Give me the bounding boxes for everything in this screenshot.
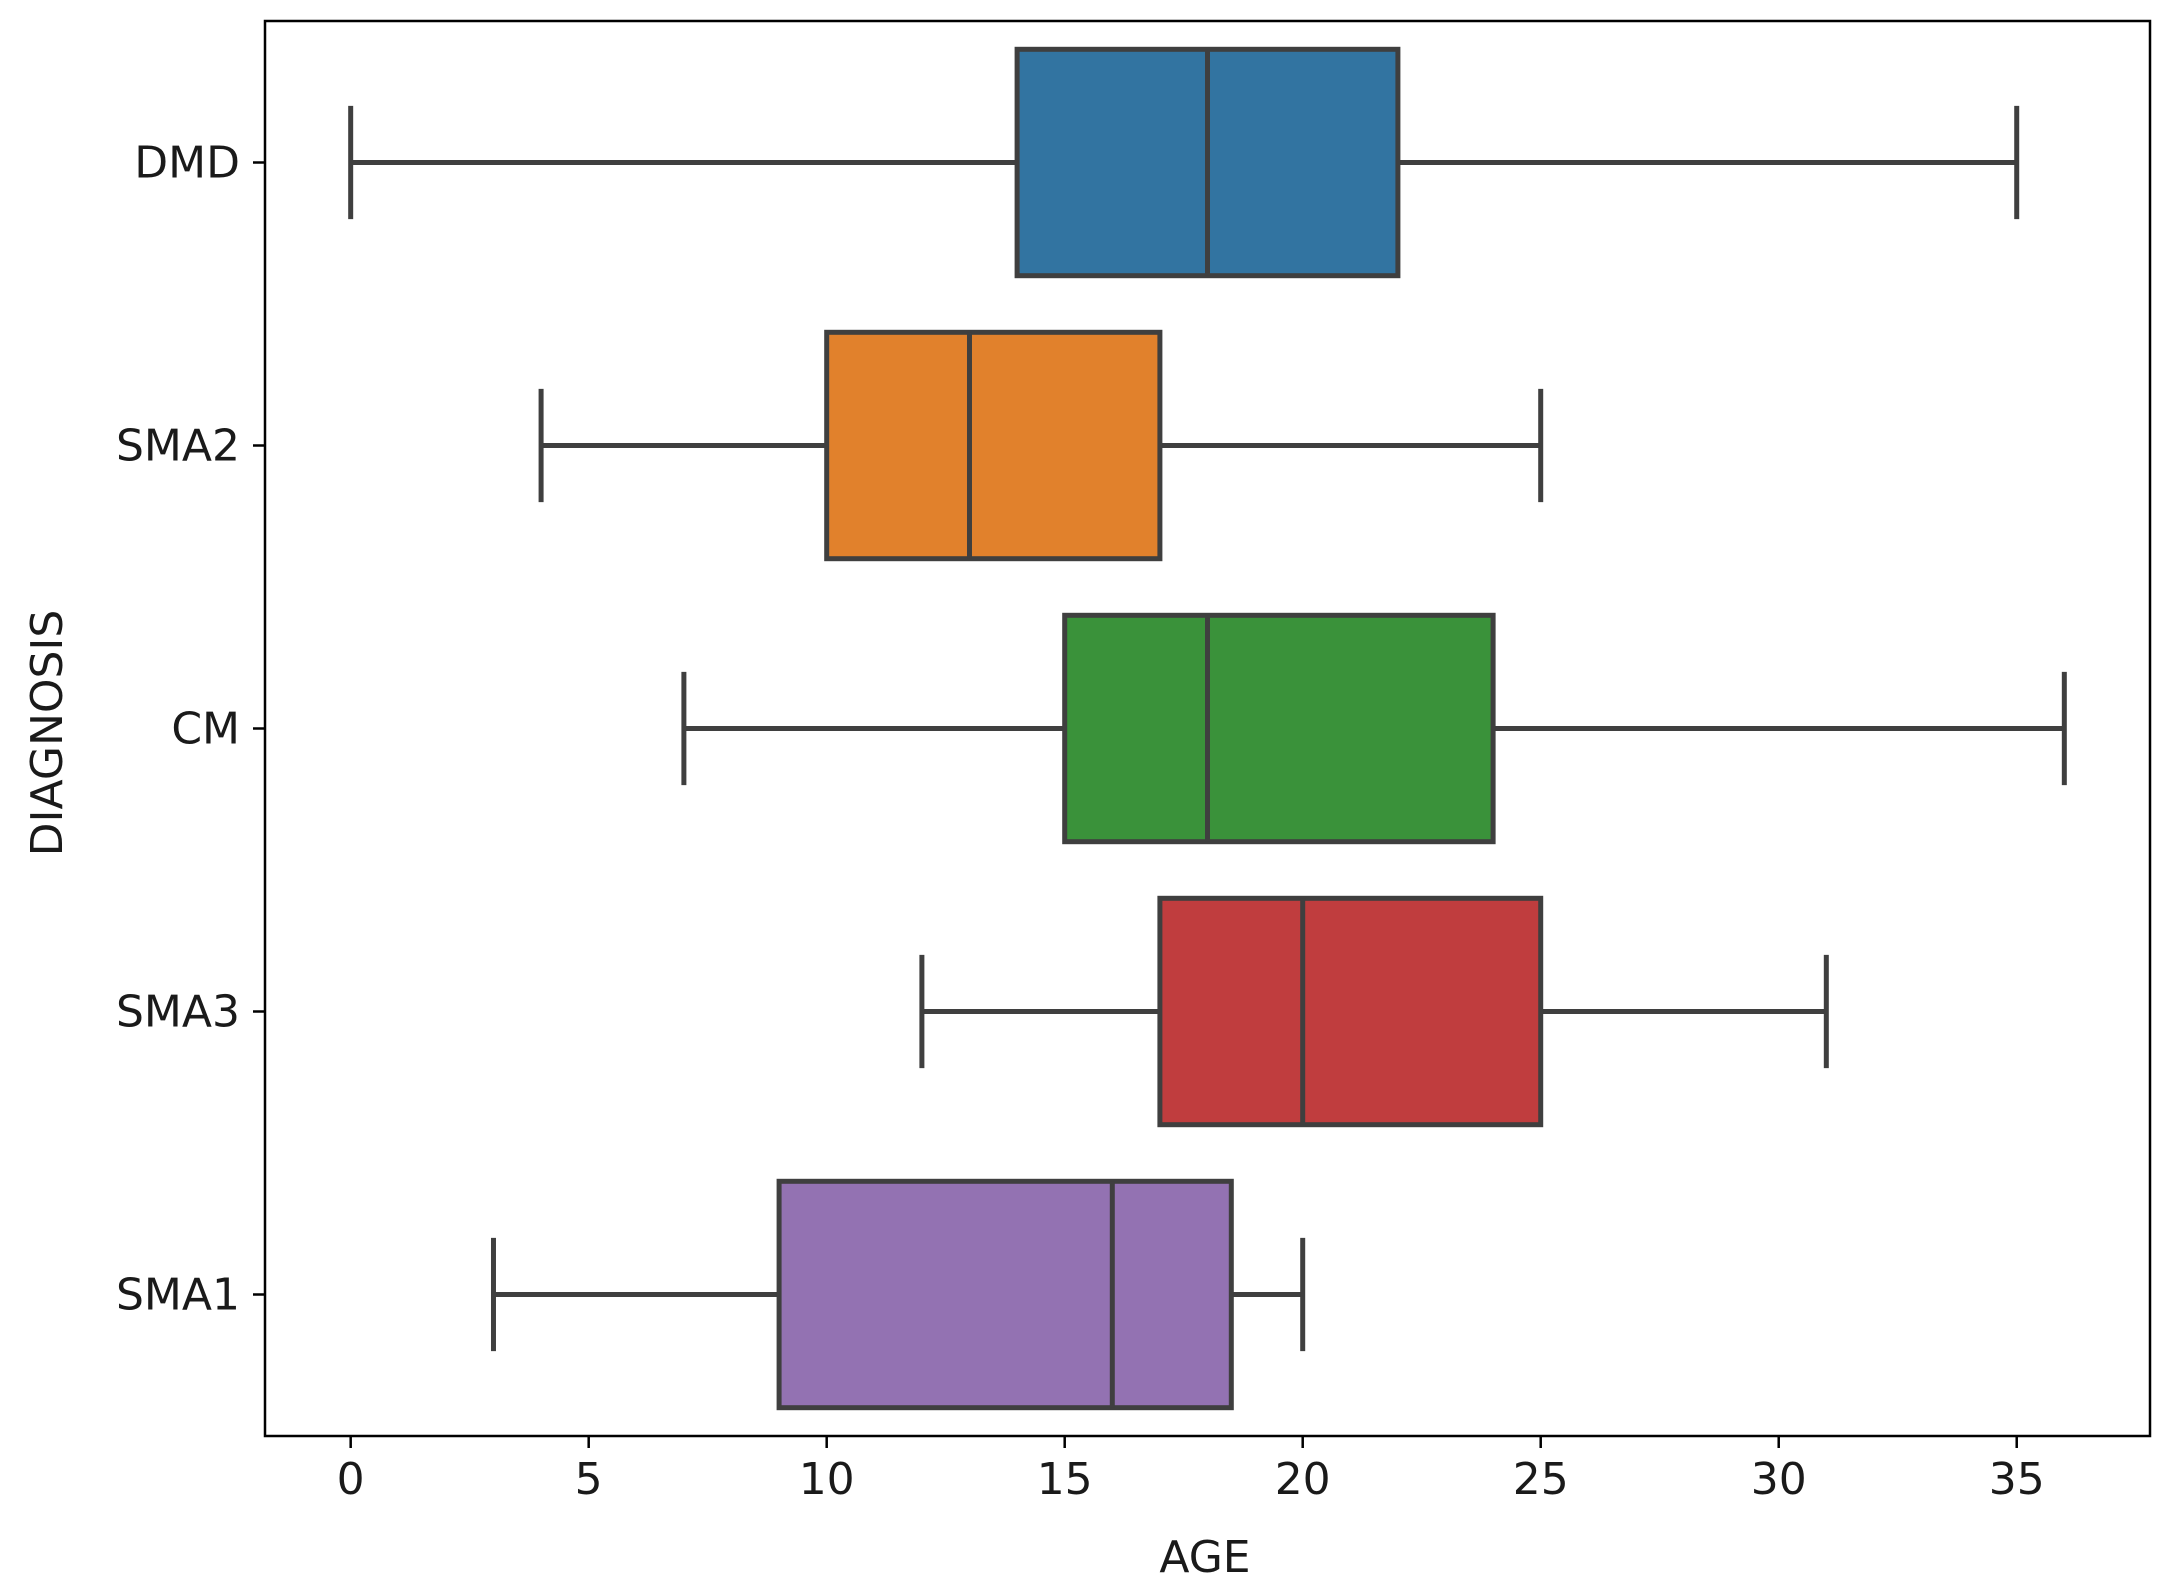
x-tick-label: 35 xyxy=(1989,1454,2045,1505)
x-tick-label: 15 xyxy=(1037,1454,1093,1505)
x-axis-label: AGE xyxy=(1159,1532,1250,1583)
y-tick-label: SMA2 xyxy=(116,421,240,472)
x-tick-label: 10 xyxy=(799,1454,855,1505)
y-tick-label: DMD xyxy=(134,138,240,189)
x-tick-label: 25 xyxy=(1513,1454,1569,1505)
y-tick-label: SMA1 xyxy=(116,1270,240,1321)
x-axis-ticks: 0 5 10 15 20 25 30 35 xyxy=(337,1436,2045,1505)
iqr-box-sma2 xyxy=(824,329,1163,562)
x-tick-label: 0 xyxy=(337,1454,365,1505)
box-sma2 xyxy=(538,329,1544,562)
iqr-box-sma1 xyxy=(776,1178,1234,1411)
box-sma1 xyxy=(490,1178,1306,1411)
y-axis-label: DIAGNOSIS xyxy=(22,610,73,857)
box-cm xyxy=(681,612,2067,845)
x-tick-label: 5 xyxy=(575,1454,603,1505)
box-sma3 xyxy=(919,895,1829,1128)
iqr-box-cm xyxy=(1062,612,1496,845)
x-tick-label: 30 xyxy=(1751,1454,1807,1505)
y-tick-label: SMA3 xyxy=(116,987,240,1038)
iqr-box-sma3 xyxy=(1157,895,1544,1128)
x-tick-label: 20 xyxy=(1275,1454,1331,1505)
box-dmd xyxy=(348,46,2020,279)
plot-area xyxy=(348,46,2067,1411)
y-axis-ticks: DMD SMA2 CM SMA3 SMA1 xyxy=(116,138,265,1321)
y-tick-label: CM xyxy=(171,704,240,755)
